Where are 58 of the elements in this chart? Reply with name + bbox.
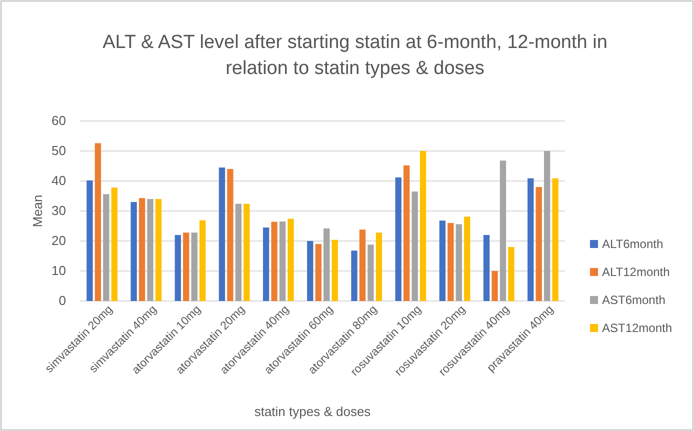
bar <box>103 194 110 301</box>
bar <box>191 232 198 301</box>
bar <box>448 223 454 301</box>
bar <box>307 241 314 301</box>
bar <box>368 244 374 301</box>
bar <box>155 199 162 301</box>
y-tick-label: 50 <box>52 143 66 158</box>
bar <box>528 178 534 301</box>
legend-label: ALT6month <box>602 237 664 252</box>
bar <box>324 228 330 301</box>
bar <box>147 199 154 301</box>
bar <box>183 232 190 301</box>
bar <box>492 271 498 301</box>
bar <box>412 192 418 301</box>
bar <box>288 218 294 301</box>
bar <box>359 230 366 301</box>
bar <box>508 247 514 301</box>
bar <box>244 204 250 301</box>
bar <box>351 250 358 301</box>
bar <box>86 180 93 301</box>
bar <box>130 202 137 301</box>
legend-label: AST6month <box>602 293 666 308</box>
bar <box>199 220 206 301</box>
y-tick-label: 20 <box>52 233 66 248</box>
bar <box>544 151 550 301</box>
bar <box>536 187 542 301</box>
bar <box>332 240 338 301</box>
y-tick-label: 60 <box>52 113 66 128</box>
bar <box>483 235 490 301</box>
y-tick-label: 10 <box>52 263 66 278</box>
bar <box>271 222 278 301</box>
bar <box>420 151 426 301</box>
bar <box>456 224 462 301</box>
bar <box>500 160 506 301</box>
bar <box>94 143 102 301</box>
bar <box>111 188 118 301</box>
bar <box>138 198 146 301</box>
bar <box>464 216 470 301</box>
y-tick-label: 0 <box>58 293 66 308</box>
y-tick-label: 40 <box>52 173 66 188</box>
bar <box>403 165 410 301</box>
bar <box>218 168 226 301</box>
x-axis-title: statin types & doses <box>254 404 372 419</box>
bar <box>174 235 181 301</box>
bar <box>279 222 286 301</box>
bar <box>227 169 234 301</box>
bar <box>376 232 382 301</box>
legend-label: AST12month <box>602 321 672 336</box>
bar <box>235 204 242 301</box>
y-axis-title: Mean <box>30 194 45 228</box>
bar <box>262 228 270 301</box>
legend-label: ALT12month <box>602 265 670 280</box>
chart-title: ALT & AST level after starting statin at 6-month, 12-month in relation to statin types & doses <box>102 32 608 79</box>
bar <box>439 220 446 301</box>
bar <box>395 177 402 301</box>
bar <box>315 244 322 301</box>
bar <box>552 178 558 301</box>
y-tick-label: 30 <box>52 203 66 218</box>
